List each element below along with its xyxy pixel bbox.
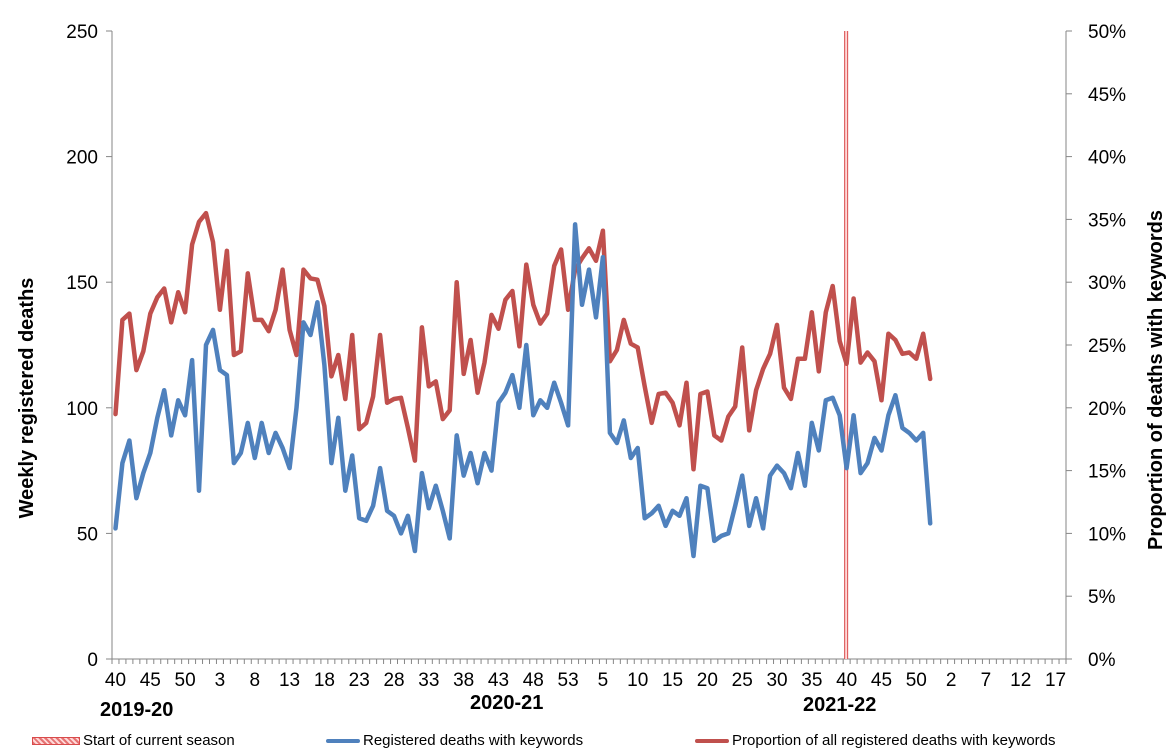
- x-tick-label: 15: [662, 670, 683, 691]
- y-tick-label: 50: [77, 524, 98, 545]
- season-label-2021-22: 2021-22: [803, 694, 877, 716]
- legend-label-deaths: Registered deaths with keywords: [363, 732, 584, 749]
- x-tick-label: 13: [279, 670, 300, 691]
- x-axis: 40 45 50 3 8 13 18 23 28 33 38 43 48 53 5 10 15 20 25 30 35 4…: [105, 659, 1067, 691]
- y-axis: 0 50 100 150 200 250: [66, 22, 112, 671]
- y2-tick-label: 45%: [1088, 85, 1126, 106]
- x-tick-label: 8: [249, 670, 260, 691]
- x-tick-label: 28: [383, 670, 404, 691]
- x-tick-label: 50: [906, 670, 927, 691]
- y2-tick-label: 5%: [1088, 587, 1116, 608]
- legend-label-start-season: Start of current season: [83, 732, 235, 749]
- y2-tick-label: 15%: [1088, 462, 1126, 483]
- season-label-2020-21: 2020-21: [470, 692, 544, 714]
- y-tick-label: 200: [66, 148, 98, 169]
- season-label-2019-20: 2019-20: [100, 699, 174, 721]
- series-group: [113, 210, 933, 559]
- x-tick-label: 30: [766, 670, 787, 691]
- legend-swatch-proportion: [695, 738, 729, 743]
- season-start-marker-fill: [844, 31, 848, 659]
- y2-tick-label: 35%: [1088, 210, 1126, 231]
- legend-item-deaths: Registered deaths with keywords: [326, 732, 583, 749]
- y-tick-label: 150: [66, 273, 98, 294]
- legend-swatch-start-season: [32, 736, 80, 745]
- legend-item-proportion: Proportion of all registered deaths with…: [695, 732, 1056, 749]
- x-tick-label: 48: [523, 670, 544, 691]
- x-tick-label: 12: [1010, 670, 1031, 691]
- y-axis-title: Weekly registered deaths: [16, 278, 38, 519]
- x-tick-label: 35: [801, 670, 822, 691]
- y2-tick-label: 10%: [1088, 524, 1126, 545]
- legend: Start of current season Registered death…: [0, 732, 1171, 749]
- y2-tick-label: 50%: [1088, 22, 1126, 43]
- x-tick-label: 2: [946, 670, 957, 691]
- y2-tick-label: 25%: [1088, 336, 1126, 357]
- x-tick-label: 40: [836, 670, 857, 691]
- x-tick-label: 45: [140, 670, 161, 691]
- x-tick-label: 45: [871, 670, 892, 691]
- x-tick-label: 20: [697, 670, 718, 691]
- y2-axis-title: Proportion of deaths with keywords: [1145, 210, 1167, 550]
- y2-tick-label: 20%: [1088, 399, 1126, 420]
- x-tick-label: 40: [105, 670, 126, 691]
- y2-axis: 0% 5% 10% 15% 20% 25% 30% 35% 40% 45% 50%: [1066, 22, 1126, 671]
- x-tick-label: 18: [314, 670, 335, 691]
- x-tick-label: 7: [981, 670, 992, 691]
- y-tick-label: 100: [66, 399, 98, 420]
- series-line-proportion: [113, 210, 933, 472]
- x-tick-label: 33: [418, 670, 439, 691]
- x-tick-label: 5: [598, 670, 609, 691]
- x-tick-label: 43: [488, 670, 509, 691]
- series-line-deaths: [113, 222, 933, 559]
- y-tick-label: 0: [87, 650, 98, 671]
- x-tick-label: 17: [1045, 670, 1066, 691]
- legend-swatch-deaths: [326, 738, 360, 743]
- x-tick-label: 3: [215, 670, 226, 691]
- x-tick-label: 10: [627, 670, 648, 691]
- y2-tick-label: 0%: [1088, 650, 1116, 671]
- x-tick-label: 50: [175, 670, 196, 691]
- x-tick-label: 23: [349, 670, 370, 691]
- x-tick-label: 53: [558, 670, 579, 691]
- y-tick-label: 250: [66, 22, 98, 43]
- y2-tick-label: 40%: [1088, 148, 1126, 169]
- x-tick-label: 38: [453, 670, 474, 691]
- legend-label-proportion: Proportion of all registered deaths with…: [732, 732, 1056, 749]
- x-tick-label: 25: [732, 670, 753, 691]
- legend-item-start-season: Start of current season: [32, 732, 235, 749]
- y2-tick-label: 30%: [1088, 273, 1126, 294]
